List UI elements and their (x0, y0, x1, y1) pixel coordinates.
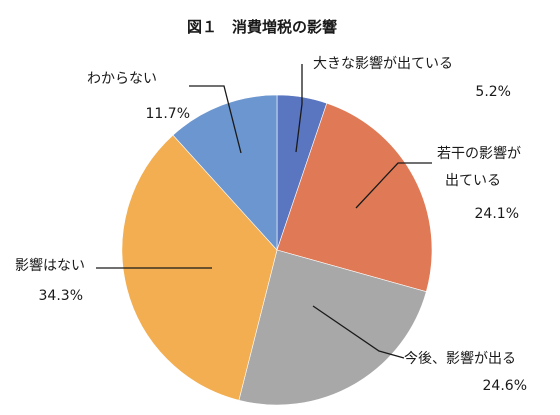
slice-value-4: 34.3% (39, 288, 83, 304)
chart-title: 図１ 消費増税の影響 (187, 18, 337, 36)
leader-line-3 (312, 305, 405, 359)
slice-label-4: 影響はない (15, 257, 85, 274)
slice-value-3: 24.6% (483, 378, 527, 394)
slice-label-3: 今後、影響が出る (404, 350, 516, 367)
slice-value-5: 11.7% (146, 106, 190, 122)
leader-line-5 (189, 85, 242, 154)
slice-label-5: わからない (87, 71, 157, 87)
slice-label-1: 大きな影響が出ている (313, 55, 453, 72)
pie-slice-3 (238, 249, 427, 406)
pie-slice-2 (276, 102, 433, 293)
slice-label-2-line-2: 出ている (445, 173, 501, 189)
slice-label-2-line-1: 若干の影響が (437, 145, 521, 162)
slice-value-1: 5.2% (475, 84, 511, 100)
pie-slice-5 (172, 94, 278, 251)
leader-line-1 (295, 64, 303, 153)
leader-line-2 (355, 162, 432, 209)
slice-value-2: 24.1% (475, 206, 519, 222)
